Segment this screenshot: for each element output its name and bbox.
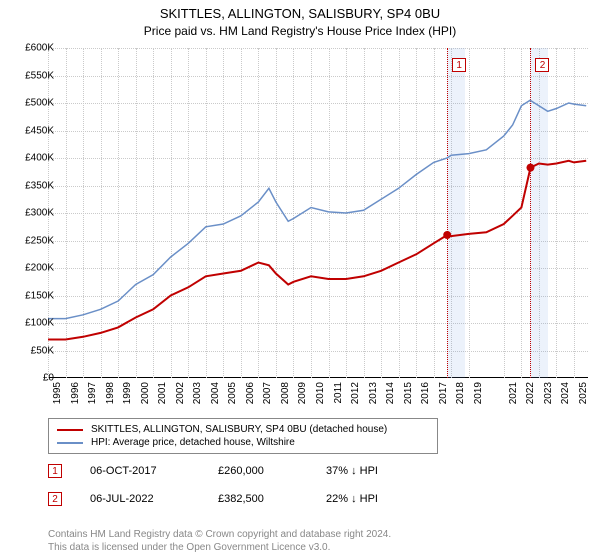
row-pct: 37% ↓ HPI [326, 465, 426, 477]
row-pct: 22% ↓ HPI [326, 493, 426, 505]
legend-swatch [57, 442, 83, 444]
line-series [48, 48, 588, 378]
row-price: £382,500 [218, 493, 298, 505]
row-price: £260,000 [218, 465, 298, 477]
legend-swatch [57, 429, 83, 431]
chart-container: SKITTLES, ALLINGTON, SALISBURY, SP4 0BU … [0, 0, 600, 560]
footer-line: Contains HM Land Registry data © Crown c… [48, 528, 391, 541]
row-marker: 1 [48, 464, 62, 478]
chart-title: SKITTLES, ALLINGTON, SALISBURY, SP4 0BU [0, 0, 600, 21]
data-row: 1 06-OCT-2017 £260,000 37% ↓ HPI [48, 464, 426, 478]
row-marker: 2 [48, 492, 62, 506]
legend-item: SKITTLES, ALLINGTON, SALISBURY, SP4 0BU … [57, 423, 429, 436]
plot-area: 12 [48, 48, 588, 378]
legend-label: HPI: Average price, detached house, Wilt… [91, 437, 295, 448]
row-date: 06-JUL-2022 [90, 493, 190, 505]
row-date: 06-OCT-2017 [90, 465, 190, 477]
legend-label: SKITTLES, ALLINGTON, SALISBURY, SP4 0BU … [91, 424, 387, 435]
data-row: 2 06-JUL-2022 £382,500 22% ↓ HPI [48, 492, 426, 506]
legend-item: HPI: Average price, detached house, Wilt… [57, 436, 429, 449]
footer: Contains HM Land Registry data © Crown c… [48, 528, 391, 554]
legend: SKITTLES, ALLINGTON, SALISBURY, SP4 0BU … [48, 418, 438, 454]
footer-line: This data is licensed under the Open Gov… [48, 541, 391, 554]
chart-subtitle: Price paid vs. HM Land Registry's House … [0, 21, 600, 42]
